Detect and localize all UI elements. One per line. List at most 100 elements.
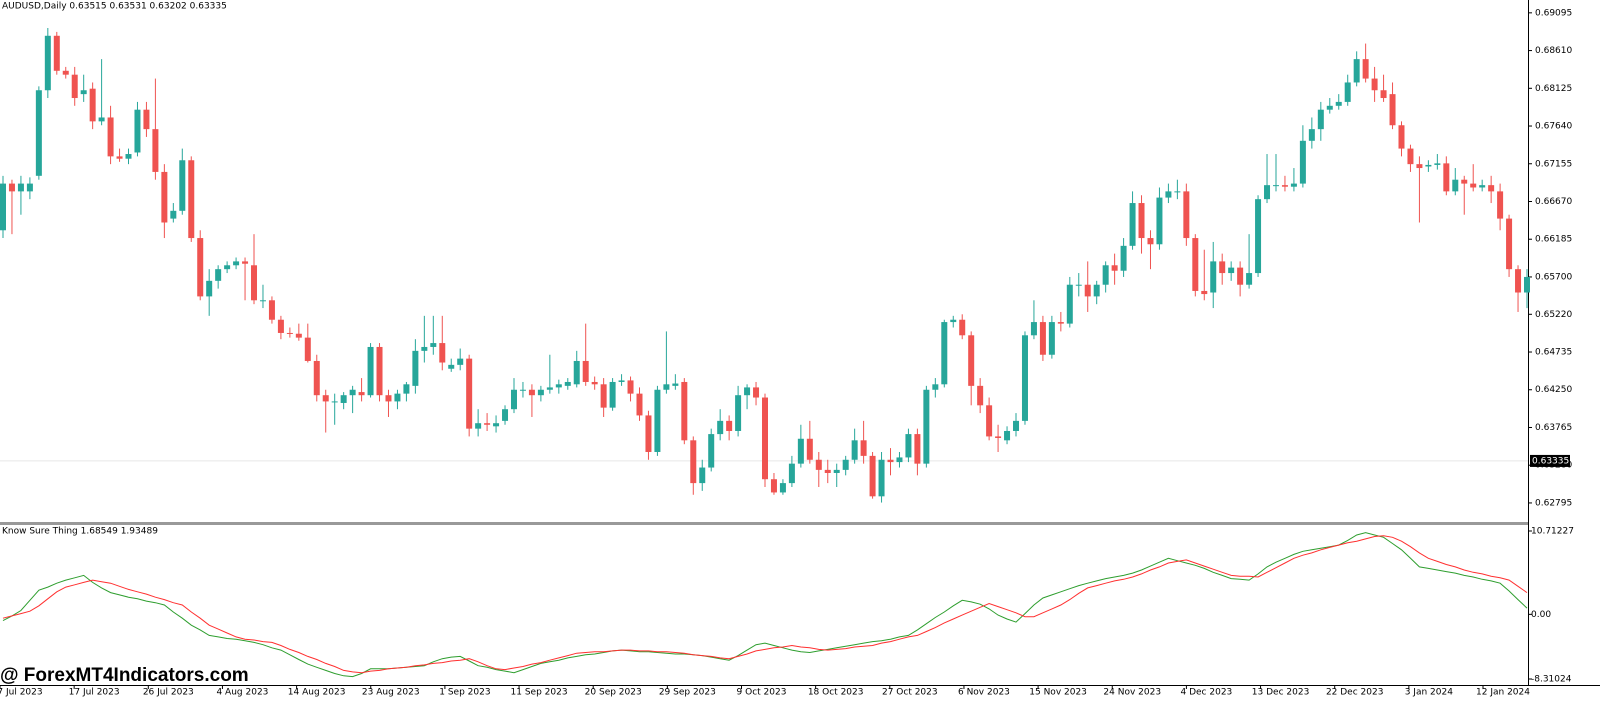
candle-body — [959, 319, 966, 336]
candle-body — [313, 360, 320, 396]
candle-body — [1246, 273, 1253, 285]
candle-body — [528, 389, 535, 396]
x-tick-label: 14 Aug 2023 — [288, 688, 346, 698]
candle-body — [26, 183, 33, 192]
candle-body — [950, 319, 957, 323]
candle-body — [1398, 125, 1405, 149]
candle-body — [986, 405, 993, 437]
x-tick-label: 9 Oct 2023 — [737, 688, 787, 698]
candle-body — [143, 109, 150, 130]
candle-body — [1237, 267, 1244, 285]
candle-body — [842, 459, 849, 470]
y-tick-label: 0.67155 — [1535, 159, 1572, 169]
candle-body — [699, 467, 706, 484]
candle-body — [1129, 203, 1136, 246]
candle-body — [618, 380, 625, 382]
candle-body — [358, 392, 365, 396]
candle-body — [1380, 90, 1387, 99]
candle-body — [152, 129, 159, 172]
candle-body — [717, 420, 724, 435]
candle-body — [268, 300, 275, 320]
candle-body — [394, 393, 401, 402]
candle-body — [295, 333, 302, 338]
candle-body — [564, 381, 571, 386]
candle-body — [833, 469, 840, 473]
candle-body — [233, 261, 240, 266]
candle-body — [439, 343, 446, 363]
candle-body — [681, 381, 688, 441]
candle-body — [860, 440, 867, 456]
candle-body — [412, 350, 419, 386]
candle-body — [1165, 191, 1172, 198]
candle-body — [1093, 284, 1100, 297]
candle-body — [1308, 129, 1315, 141]
candle-body — [869, 455, 876, 497]
y-tick-label: 0.65220 — [1535, 310, 1572, 320]
pane-separator — [0, 522, 1528, 525]
candle-body — [887, 459, 894, 463]
candle-body — [242, 261, 249, 264]
candle-body — [708, 434, 715, 468]
candle-body — [403, 384, 410, 394]
candle-body — [1290, 183, 1297, 187]
candle-body — [797, 438, 804, 464]
candle-body — [815, 459, 822, 470]
candle-body — [878, 459, 885, 497]
x-tick-label: 23 Aug 2023 — [362, 688, 420, 698]
x-tick-label: 11 Sep 2023 — [511, 688, 568, 698]
candle-body — [44, 35, 51, 91]
candle-body — [591, 381, 598, 385]
candle-body — [977, 385, 984, 406]
candle-body — [125, 154, 132, 159]
candle-body — [1425, 164, 1432, 167]
candle-body — [1470, 183, 1477, 188]
x-tick-label: 3 Jan 2024 — [1405, 688, 1453, 698]
candle-body — [215, 269, 222, 281]
y2-tick-label: 0.00 — [1531, 610, 1551, 620]
candle-body — [968, 335, 975, 386]
x-tick-label: 13 Dec 2023 — [1252, 688, 1310, 698]
candle-body — [161, 171, 168, 223]
candle-body — [1389, 94, 1396, 126]
candle-body — [923, 389, 930, 464]
candle-body — [170, 210, 177, 219]
candle-body — [762, 397, 768, 480]
candle-body — [1255, 199, 1262, 274]
candle-body — [134, 109, 141, 153]
candle-body — [448, 364, 455, 369]
candle-body — [1317, 109, 1324, 130]
candle-body — [627, 380, 634, 394]
candle-body — [62, 70, 69, 75]
candle-body — [1335, 101, 1342, 106]
y-tick-label: 0.68125 — [1535, 84, 1572, 94]
candle-body — [941, 322, 948, 385]
candle-body — [1156, 197, 1163, 245]
y-tick-label: 0.62795 — [1535, 498, 1572, 508]
candle-body — [1075, 284, 1082, 286]
candle-body — [753, 387, 760, 398]
x-tick-label: 6 Nov 2023 — [958, 688, 1010, 698]
candle-body — [89, 88, 96, 122]
candle-body — [1030, 322, 1037, 336]
bid-label: 0.63335 — [1532, 456, 1569, 466]
candle-body — [1111, 265, 1118, 271]
candle-body — [1515, 269, 1522, 293]
candle-body — [1452, 179, 1459, 192]
candle-body — [1228, 267, 1235, 274]
candle-body — [690, 440, 697, 484]
y-tick-label: 0.65700 — [1535, 272, 1572, 282]
candle-body — [421, 346, 428, 351]
candle-body — [824, 469, 831, 473]
candle-body — [376, 346, 383, 396]
candle-body — [367, 346, 374, 396]
candle-body — [286, 332, 293, 334]
candle-body — [1299, 140, 1306, 184]
candle-body — [1264, 185, 1271, 200]
candle-body — [340, 395, 347, 403]
x-tick-label: 12 Jan 2024 — [1476, 688, 1530, 698]
candle-body — [1210, 261, 1217, 293]
candle-body — [1084, 284, 1091, 297]
candle-body — [1039, 322, 1046, 355]
x-tick-label: 17 Jul 2023 — [69, 688, 120, 698]
candle-body — [1344, 82, 1351, 102]
